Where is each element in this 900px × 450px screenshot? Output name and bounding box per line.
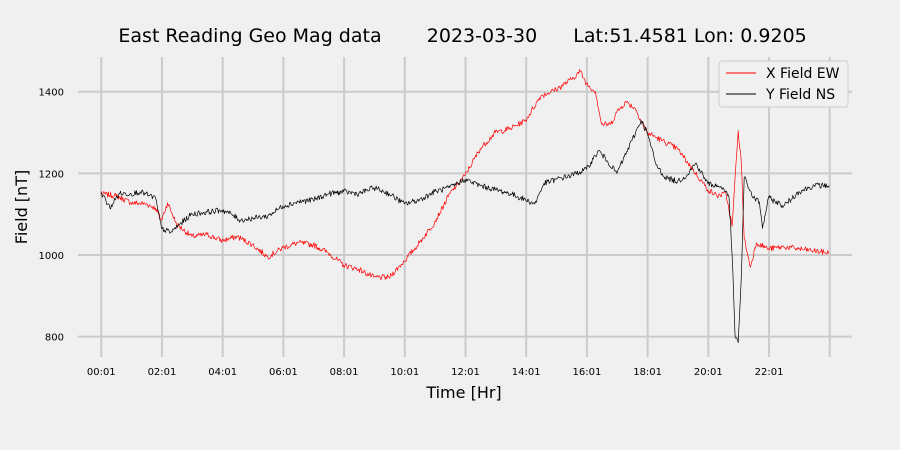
x-tick-label: 06:01 xyxy=(269,367,298,378)
y-tick-label: 1400 xyxy=(39,88,64,99)
chart-title-name: East Reading Geo Mag data xyxy=(118,25,381,47)
legend: X Field EW Y Field NS xyxy=(718,60,849,108)
series-lines xyxy=(100,69,830,344)
chart-title-location: Lat:51.4581 Lon: 0.9205 xyxy=(573,25,807,47)
x-tick-label: 04:01 xyxy=(208,367,237,378)
series-line-y-field xyxy=(100,119,830,344)
x-tick-label: 12:01 xyxy=(451,367,480,378)
x-tick-labels: 00:01 02:01 04:01 06:01 08:01 10:01 12:01 14:01… xyxy=(87,367,784,378)
x-tick-label: 22:01 xyxy=(755,367,784,378)
y-tick-labels: 800 1000 1200 1400 xyxy=(39,88,64,344)
y-tick-label: 800 xyxy=(45,333,64,344)
x-tick-label: 16:01 xyxy=(573,367,602,378)
x-tick-label: 02:01 xyxy=(148,367,177,378)
x-tick-label: 10:01 xyxy=(390,367,419,378)
x-tick-label: 08:01 xyxy=(330,367,359,378)
x-tick-label: 20:01 xyxy=(694,367,723,378)
y-tick-label: 1000 xyxy=(39,251,64,262)
x-tick-label: 00:01 xyxy=(87,367,116,378)
series-line-x-field xyxy=(100,69,830,281)
legend-label-y-field: Y Field NS xyxy=(765,87,835,103)
x-tick-label: 14:01 xyxy=(512,367,541,378)
y-tick-label: 1200 xyxy=(39,169,64,180)
y-axis-label: Field [nT] xyxy=(12,170,31,244)
x-axis-label: Time [Hr] xyxy=(425,383,501,402)
legend-label-x-field: X Field EW xyxy=(766,66,840,82)
x-tick-label: 18:01 xyxy=(633,367,662,378)
chart-title-date: 2023-03-30 xyxy=(427,25,537,47)
